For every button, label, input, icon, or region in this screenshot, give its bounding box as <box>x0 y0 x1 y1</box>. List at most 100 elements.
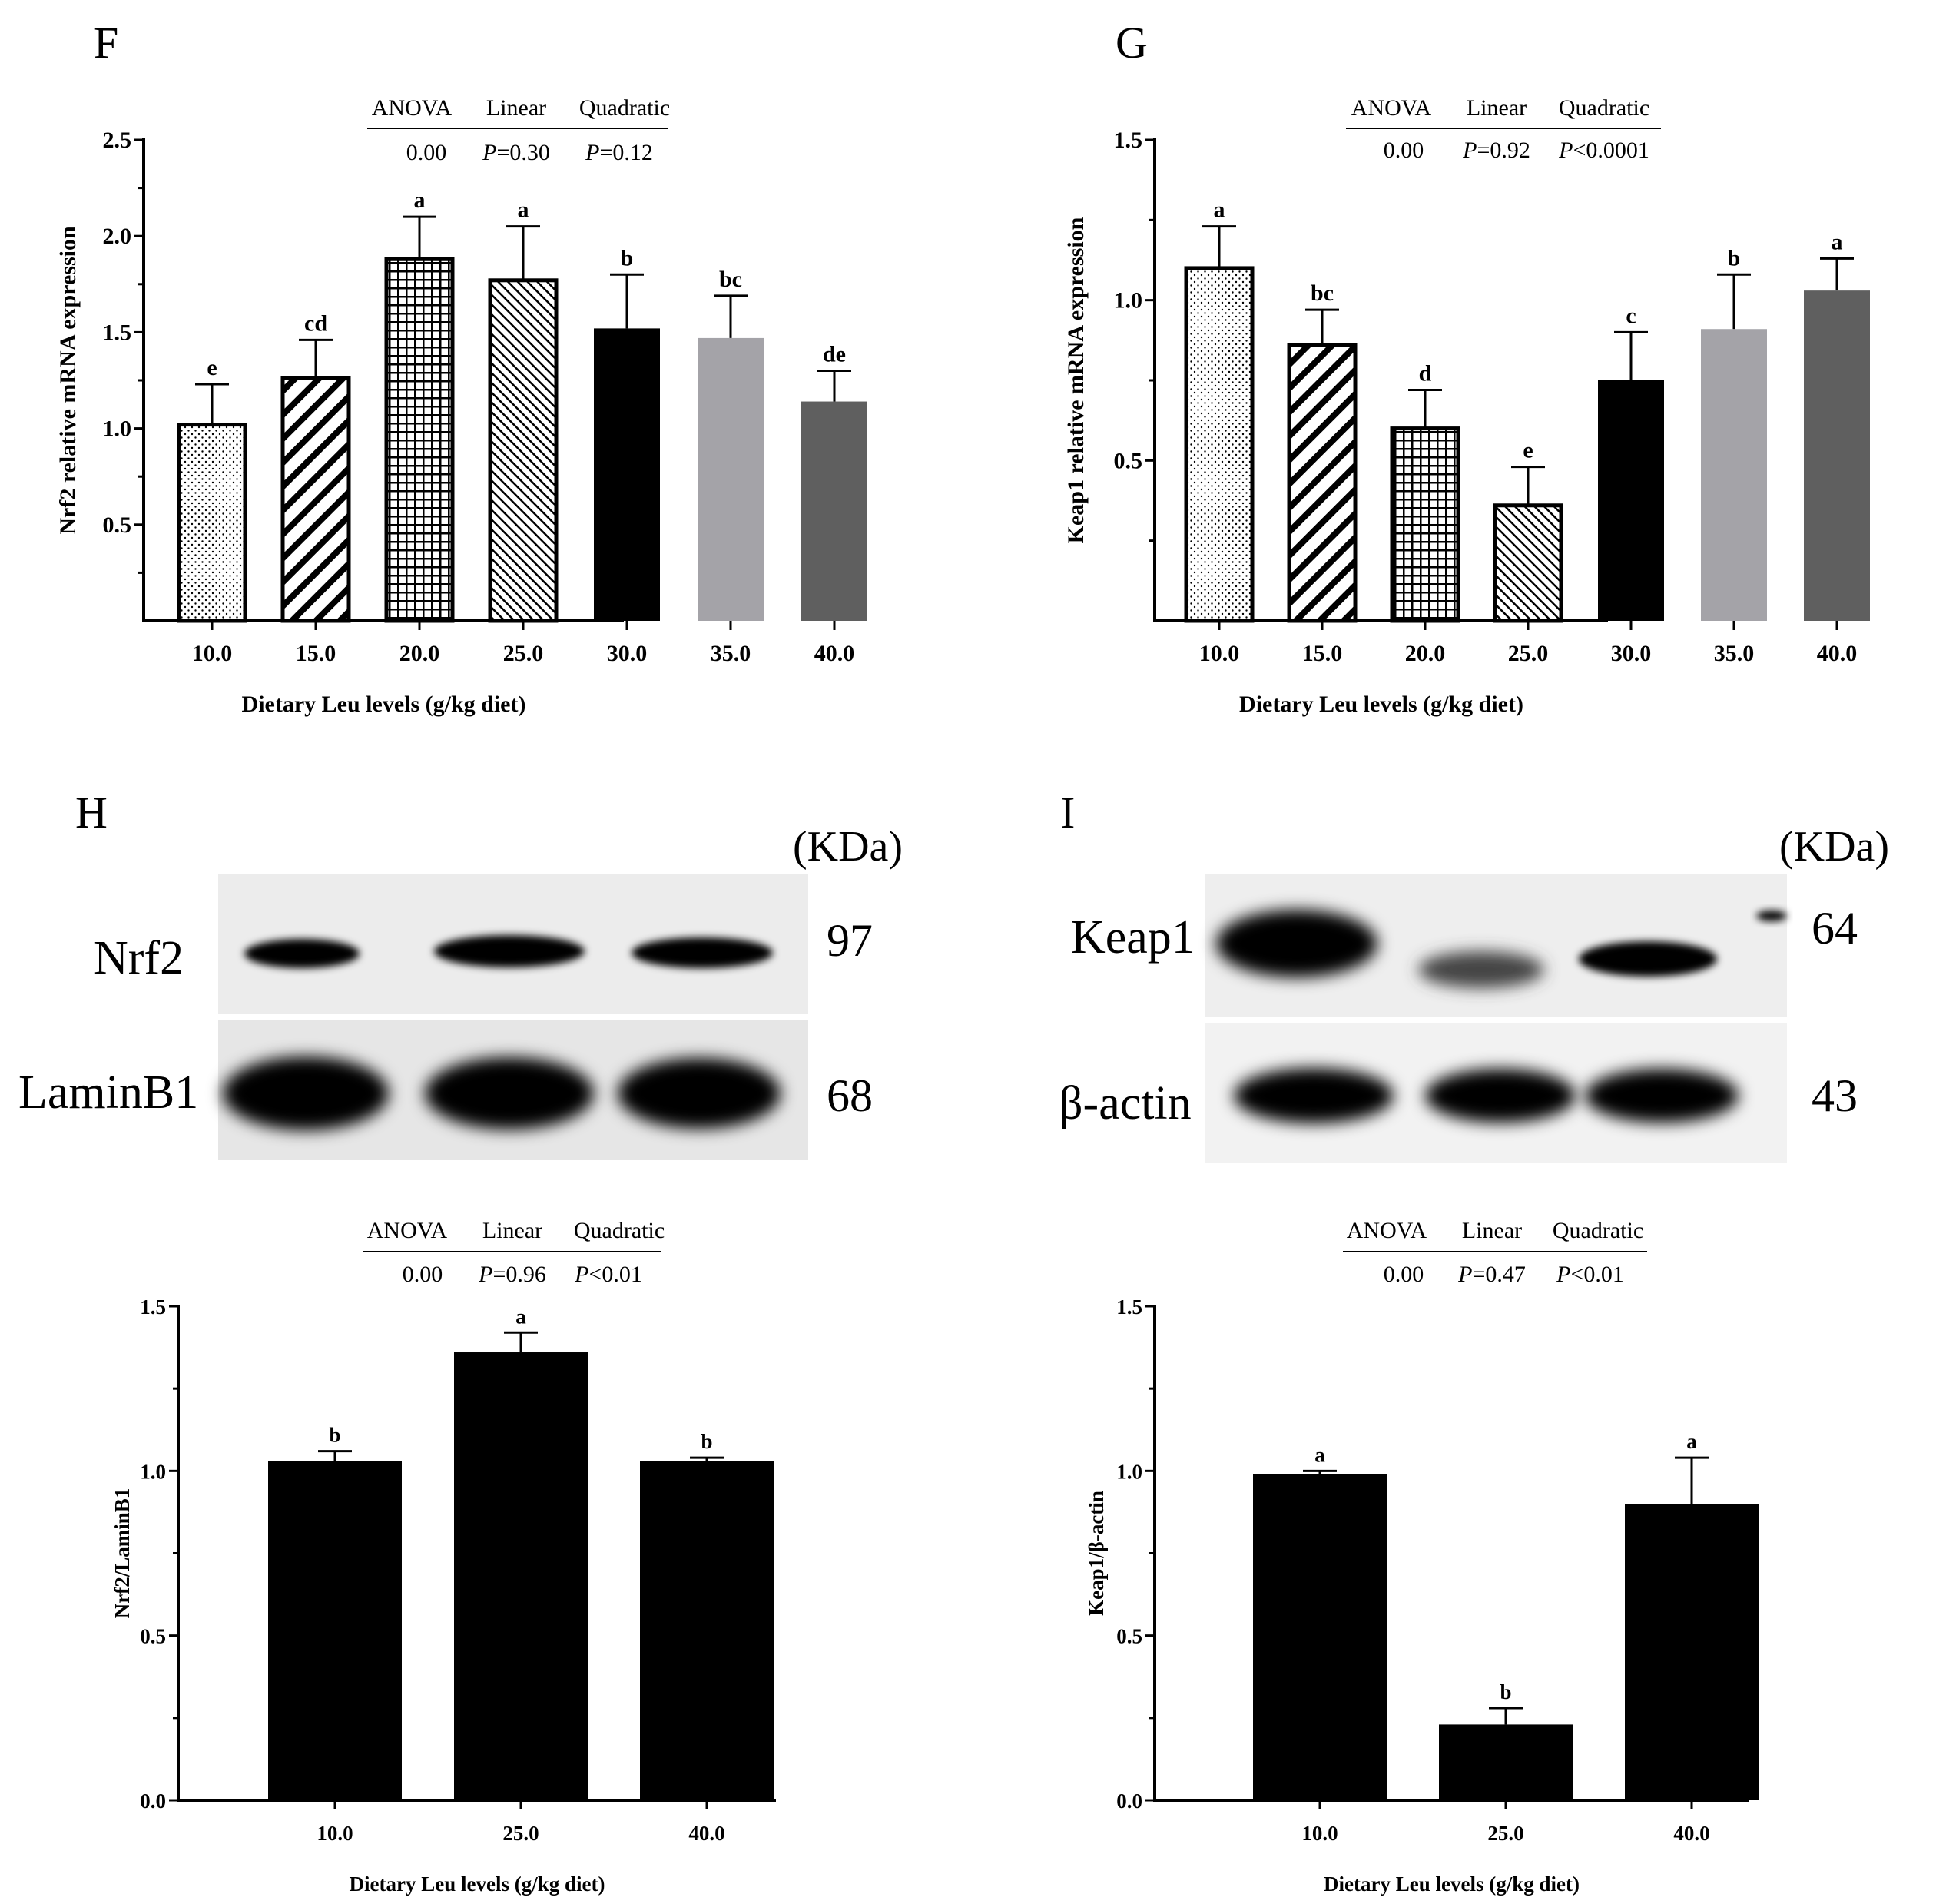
significance-letter: a <box>1832 229 1843 254</box>
bar <box>1439 1724 1573 1800</box>
p-symbol: P <box>574 1262 588 1287</box>
stats-header-quadratic: Quadratic <box>574 1218 665 1243</box>
x-tick-label: 25.0 <box>1487 1822 1523 1845</box>
stats-header-anova: ANOVA <box>1347 1218 1427 1243</box>
y-tick-label: 1.5 <box>1116 1295 1142 1319</box>
blot-band <box>632 937 773 968</box>
bar <box>698 337 764 621</box>
stats-header-anova: ANOVA <box>367 1218 448 1243</box>
y-tick-label: 1.5 <box>1114 128 1143 153</box>
stats-table-f: ANOVA Linear Quadratic 0.00 P=0.30 P=0.1… <box>367 95 670 165</box>
blot-size-97: 97 <box>827 915 873 966</box>
blot-label-nrf2: Nrf2 <box>94 932 184 984</box>
y-tick-label: 0.5 <box>103 512 132 538</box>
bar <box>384 257 455 623</box>
significance-letter: d <box>1419 361 1432 386</box>
x-tick-label: 30.0 <box>607 641 648 666</box>
bar <box>1804 290 1870 621</box>
p-symbol: P <box>478 1262 492 1287</box>
significance-letter: bc <box>719 267 742 292</box>
stats-linear-value: P=0.47 <box>1457 1262 1526 1287</box>
y-tick-label: 1.0 <box>103 416 132 442</box>
bar <box>454 1352 588 1800</box>
stats-anova-value: 0.00 <box>1384 138 1424 163</box>
bar <box>594 328 660 621</box>
x-axis-title: Dietary Leu levels (g/kg diet) <box>242 692 526 717</box>
x-axis-title: Dietary Leu levels (g/kg diet) <box>1324 1872 1580 1896</box>
blot-band <box>1756 911 1787 921</box>
x-tick-label: 35.0 <box>711 641 751 666</box>
bar <box>488 278 559 623</box>
stats-linear-value: P=0.30 <box>482 140 550 165</box>
stats-table-g: ANOVA Linear Quadratic 0.00 P=0.92 P<0.0… <box>1346 95 1661 163</box>
x-tick-label: 30.0 <box>1611 641 1652 666</box>
significance-letter: bc <box>1311 280 1334 306</box>
significance-letter: b <box>701 1430 712 1453</box>
blot-band <box>244 939 360 968</box>
stats-table-h: ANOVA Linear Quadratic 0.00 P=0.96 P<0.0… <box>363 1218 665 1287</box>
bar <box>177 423 247 623</box>
stats-header-quadratic: Quadratic <box>1559 95 1649 121</box>
p-symbol: P <box>585 140 599 165</box>
y-tick-label: 1.0 <box>1116 1460 1142 1483</box>
panel-letter-h: H <box>75 788 108 838</box>
bar <box>801 401 867 621</box>
blot-band <box>1216 910 1377 977</box>
bar <box>1253 1474 1387 1800</box>
kda-label: (KDa) <box>1779 823 1889 871</box>
quadratic-p: =0.12 <box>599 140 652 165</box>
x-tick-label: 25.0 <box>503 641 544 666</box>
blot-band <box>425 1057 594 1129</box>
blot-label-keap1: Keap1 <box>1071 911 1195 964</box>
x-axis-title: Dietary Leu levels (g/kg diet) <box>350 1872 605 1896</box>
quadratic-p: <0.01 <box>1570 1262 1623 1287</box>
panel-letter-i: I <box>1060 788 1075 838</box>
stats-header-anova: ANOVA <box>1351 95 1432 121</box>
significance-letter: b <box>329 1424 340 1447</box>
significance-letter: e <box>207 355 217 380</box>
blot-band <box>1418 951 1544 988</box>
bar <box>268 1461 402 1800</box>
y-tick-label: 1.5 <box>140 1295 166 1319</box>
y-axis-title: Nrf2 relative mRNA expression <box>55 226 81 535</box>
stats-anova-value: 0.00 <box>403 1262 443 1287</box>
bar-chart-g: 0.5 1.0 1.5 a 10.0 bc 15.0 d 20.0 e 25.0 c 30.0 b 35.0… <box>1063 128 1870 717</box>
significance-letter: cd <box>304 310 327 336</box>
y-tick-label: 0.5 <box>1116 1625 1142 1648</box>
blot-band <box>223 1056 389 1130</box>
y-tick-label: 1.0 <box>140 1460 166 1483</box>
x-tick-label: 10.0 <box>317 1822 353 1845</box>
significance-letter: b <box>621 245 634 270</box>
stats-anova-value: 0.00 <box>406 140 447 165</box>
y-tick-label: 1.0 <box>1114 288 1143 313</box>
y-axis-title: Keap1/β-actin <box>1085 1491 1108 1616</box>
significance-letter: a <box>1314 1443 1325 1466</box>
significance-letter: a <box>1686 1430 1697 1453</box>
p-symbol: P <box>482 140 496 165</box>
significance-letter: e <box>1523 438 1533 463</box>
blot-label-laminb1: LaminB1 <box>18 1066 198 1119</box>
x-tick-label: 40.0 <box>1817 641 1858 666</box>
bar <box>1184 266 1255 623</box>
y-tick-label: 0.0 <box>140 1790 166 1813</box>
y-tick-label: 2.0 <box>103 224 132 249</box>
bar <box>1701 329 1767 621</box>
x-tick-label: 25.0 <box>502 1822 539 1845</box>
bar <box>280 376 351 623</box>
linear-p: =0.96 <box>492 1262 545 1287</box>
bar <box>1625 1504 1759 1800</box>
p-symbol: P <box>1462 138 1477 163</box>
western-blot-h: (KDa) Nrf2 LaminB1 97 68 <box>18 823 903 1160</box>
x-tick-label: 10.0 <box>192 641 233 666</box>
blot-band <box>434 935 585 967</box>
stats-anova-value: 0.00 <box>1384 1262 1424 1287</box>
stats-linear-value: P=0.96 <box>478 1262 546 1287</box>
linear-p: =0.30 <box>496 140 549 165</box>
x-tick-label: 40.0 <box>814 641 855 666</box>
quadratic-p: <0.01 <box>588 1262 641 1287</box>
x-tick-label: 15.0 <box>296 641 336 666</box>
kda-label: (KDa) <box>793 823 903 871</box>
y-tick-label: 1.5 <box>103 320 132 345</box>
significance-letter: a <box>515 1305 526 1328</box>
